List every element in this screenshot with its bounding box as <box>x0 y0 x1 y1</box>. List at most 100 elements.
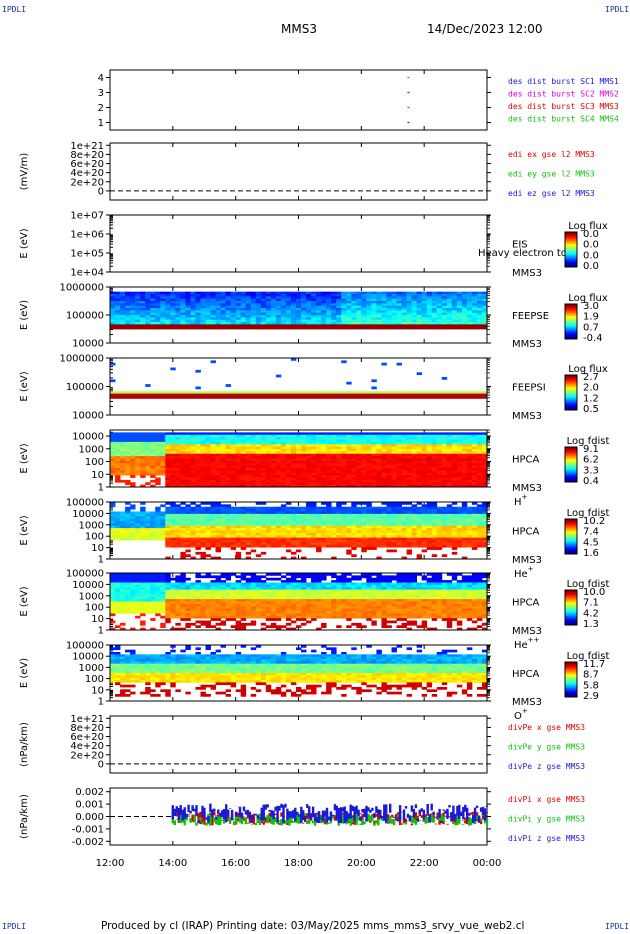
spectrogram-cell <box>195 453 201 457</box>
spectrogram-cell <box>165 446 171 450</box>
spectrogram-cell <box>185 482 191 486</box>
colorbar-tick-label: 3.0 <box>583 301 599 312</box>
spectrogram-cell <box>155 301 161 304</box>
spectrogram-cell <box>336 434 342 438</box>
spectrogram-cell <box>436 308 443 311</box>
spectrogram-cell <box>316 477 322 481</box>
spectrogram-cell <box>331 319 337 323</box>
spectrogram-cell <box>185 475 191 478</box>
legend-entry: des dist burst SC1 MMS1 <box>508 77 619 86</box>
spectrogram-cell <box>220 518 227 522</box>
spectrogram-cell <box>426 312 433 316</box>
spectrogram-cell <box>115 535 121 539</box>
spectrogram-cell <box>381 484 387 488</box>
spectrogram-cell <box>290 319 297 323</box>
colorbar-cell <box>565 461 577 464</box>
spectrogram-cell <box>245 511 252 515</box>
spectrogram-cell <box>165 537 171 541</box>
spectrogram-cell <box>306 294 312 297</box>
spectrogram-cell <box>411 472 418 476</box>
spectrogram-cell <box>205 542 211 546</box>
spectrogram-cell <box>175 296 181 300</box>
spectrogram-cell <box>301 317 307 321</box>
spectrogram-cell <box>386 298 392 302</box>
spectrogram-cell <box>351 535 357 539</box>
spectrogram-cell <box>321 502 327 505</box>
spectrogram-cell <box>461 317 468 321</box>
spectrogram-cell <box>371 317 377 321</box>
spectrogram-cell <box>406 472 412 476</box>
spectrogram-cell <box>270 518 277 522</box>
spectrogram-cell <box>165 451 171 455</box>
spectrogram-cell <box>245 303 252 307</box>
spectrogram-cell <box>255 315 262 318</box>
spectrogram-cell <box>316 523 322 527</box>
spectrogram-cell <box>295 521 302 524</box>
spectrogram-cell <box>180 317 186 321</box>
spectrogram-cell <box>451 444 458 448</box>
spectrogram-cell <box>275 446 282 450</box>
spectrogram-cell <box>215 470 221 474</box>
instrument-label: EIS <box>512 240 528 251</box>
spectrogram-cell <box>230 310 237 314</box>
spectrogram-cell <box>346 439 352 443</box>
spectrogram-cell <box>205 391 211 395</box>
instrument-label: FEEPSE <box>512 311 549 322</box>
spectrogram-cell <box>481 322 488 325</box>
spectrogram-cell <box>220 525 227 529</box>
spectrogram-cell <box>195 303 201 307</box>
spectrogram-cell <box>471 291 478 295</box>
spectrogram-cell <box>321 528 327 531</box>
legend-entry: divPe x gse MMS3 <box>508 723 585 732</box>
spectrogram-cell <box>215 301 221 304</box>
spectrogram-cell <box>306 446 312 450</box>
spectrogram-cell <box>301 460 307 464</box>
spectrogram-cell <box>376 544 382 548</box>
spectrogram-cell <box>225 472 232 476</box>
spectrogram-cell <box>461 475 468 478</box>
spectrogram-cell <box>195 315 201 318</box>
spectrogram-cell <box>341 472 347 476</box>
spectrogram-cell <box>280 542 287 546</box>
spectrogram-cell <box>160 312 166 316</box>
spectrogram-cell <box>165 298 171 302</box>
colorbar-cell <box>565 452 577 455</box>
spectrogram-cell <box>165 324 171 328</box>
spectrogram-cell <box>306 456 312 459</box>
spectrogram-cell <box>295 291 302 295</box>
spectrogram-cell <box>160 444 166 448</box>
spectrogram-cell <box>285 294 292 297</box>
spectrogram-cell <box>471 303 478 307</box>
spectrogram-cell <box>215 393 221 397</box>
spectrogram-cell <box>411 441 418 445</box>
spectrogram-cell <box>130 294 136 297</box>
spectrogram-cell <box>160 468 166 471</box>
spectrogram-cell <box>396 301 402 304</box>
spectrogram-cell <box>135 530 141 534</box>
spectrogram-cell <box>155 444 161 448</box>
spectrogram-cell <box>446 301 453 304</box>
spectrogram-cell <box>295 391 302 395</box>
spectrogram-cell <box>426 432 433 436</box>
spectrogram-cell <box>235 554 242 558</box>
spectrogram-cell <box>125 393 131 397</box>
spectrogram-cell <box>225 530 232 534</box>
colorbar-cell <box>565 404 577 407</box>
spectrogram-cell <box>446 324 453 328</box>
spectrogram-cell <box>240 506 247 510</box>
spectrogram-cell <box>416 391 423 395</box>
spectrogram-cell <box>376 305 382 309</box>
spectrogram-cell <box>401 509 407 512</box>
spectrogram-cell <box>250 441 257 445</box>
spectrogram-cell <box>235 437 242 440</box>
colorbar-cell <box>565 382 577 385</box>
spectrogram-cell <box>471 308 478 311</box>
spectrogram-cell <box>240 326 247 330</box>
spectrogram-cell <box>175 449 181 452</box>
spectrogram-cell <box>471 312 478 316</box>
spectrogram-cell <box>326 504 332 508</box>
spectrogram-cell <box>140 511 146 515</box>
spectrogram-cell <box>205 460 211 464</box>
spectrogram-cell <box>451 319 458 323</box>
spectrogram-cell <box>316 513 322 517</box>
